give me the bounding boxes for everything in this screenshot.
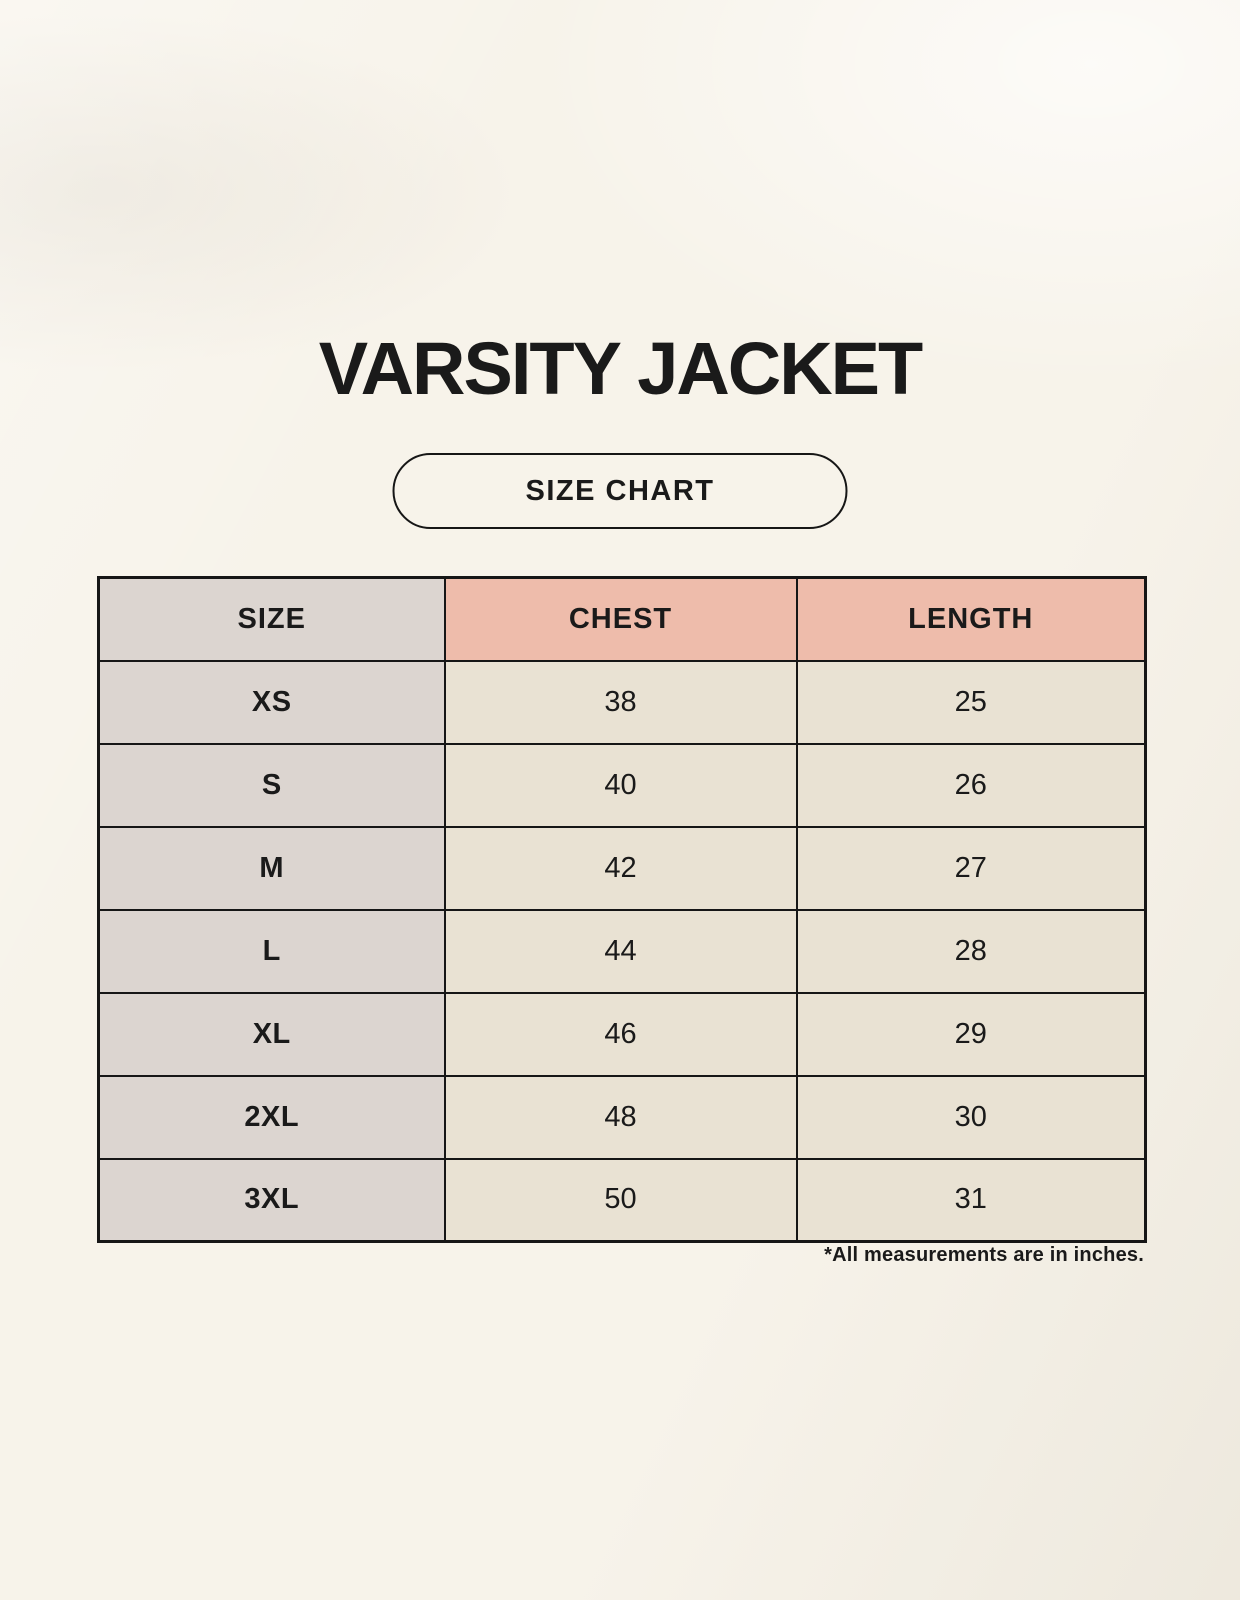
column-header-chest: CHEST xyxy=(443,576,798,662)
table-row-xs: XS 38 25 xyxy=(97,659,1147,745)
chest-value: 46 xyxy=(443,991,798,1077)
size-label: 3XL xyxy=(97,1157,446,1243)
table-row-l: L 44 28 xyxy=(97,908,1147,994)
size-label: 2XL xyxy=(97,1074,446,1160)
chest-value: 38 xyxy=(443,659,798,745)
table-row-xl: XL 46 29 xyxy=(97,991,1147,1077)
size-chart-badge-label: SIZE CHART xyxy=(525,474,715,507)
size-label: XS xyxy=(97,659,446,745)
length-value: 30 xyxy=(795,1074,1147,1160)
length-value: 28 xyxy=(795,908,1147,994)
table-row-3xl: 3XL 50 31 xyxy=(97,1157,1147,1243)
size-label: L xyxy=(97,908,446,994)
measurements-footnote: *All measurements are in inches. xyxy=(824,1244,1144,1266)
column-header-length: LENGTH xyxy=(795,576,1147,662)
chest-value: 42 xyxy=(443,825,798,911)
length-value: 25 xyxy=(795,659,1147,745)
size-chart-badge: SIZE CHART xyxy=(392,453,848,529)
page-title: VARSITY JACKET xyxy=(318,327,923,410)
table-row-2xl: 2XL 48 30 xyxy=(97,1074,1147,1160)
size-label: M xyxy=(97,825,446,911)
chest-value: 40 xyxy=(443,742,798,828)
table-row-m: M 42 27 xyxy=(97,825,1147,911)
size-label: XL xyxy=(97,991,446,1077)
length-value: 29 xyxy=(795,991,1147,1077)
chest-value: 44 xyxy=(443,908,798,994)
header-row: SIZE CHEST LENGTH xyxy=(97,576,1147,662)
length-value: 27 xyxy=(795,825,1147,911)
length-value: 31 xyxy=(795,1157,1147,1243)
chest-value: 50 xyxy=(443,1157,798,1243)
length-value: 26 xyxy=(795,742,1147,828)
size-chart-table: SIZE CHEST LENGTH XS 38 25 S 40 26 M 42 … xyxy=(97,576,1147,1243)
table-row-s: S 40 26 xyxy=(97,742,1147,828)
column-header-size: SIZE xyxy=(97,576,446,662)
chest-value: 48 xyxy=(443,1074,798,1160)
size-label: S xyxy=(97,742,446,828)
